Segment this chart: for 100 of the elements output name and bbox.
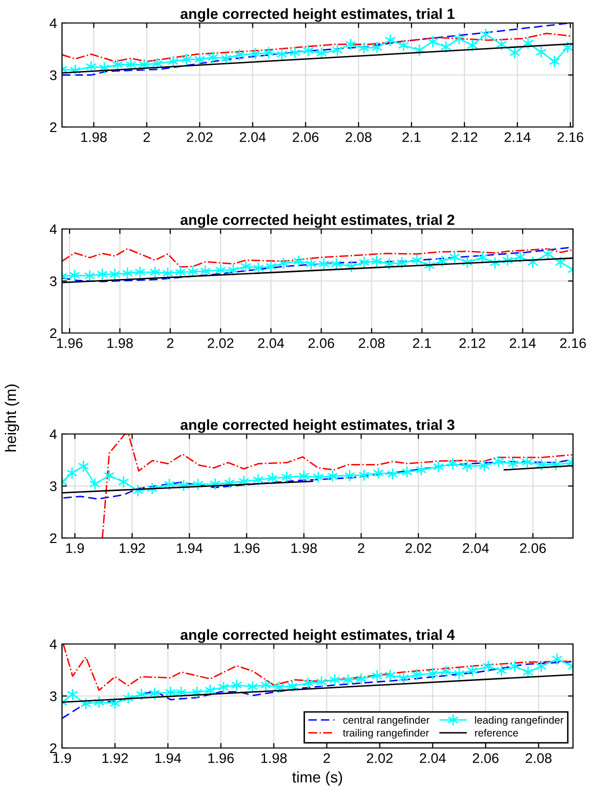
point (509, 660, 520, 673)
point (358, 42, 370, 54)
point (416, 464, 427, 476)
x-tick-label: 2.02 (406, 543, 432, 554)
point (384, 34, 396, 46)
point (454, 667, 465, 680)
point (265, 260, 276, 273)
point (293, 254, 304, 268)
point (384, 668, 396, 682)
point (302, 44, 314, 57)
x-tick-label: 2.06 (472, 753, 499, 764)
chart-title: angle corrected height estimates, trial 1 (180, 8, 454, 22)
y-tick-label: 4 (50, 18, 57, 28)
x-tick-label: 2.12 (452, 132, 478, 142)
point (536, 46, 547, 58)
point (109, 268, 120, 280)
chart-title: angle corrected height estimates, trial 2 (180, 214, 454, 228)
x-tick-label: 2.02 (366, 753, 393, 764)
point (344, 469, 356, 482)
chart-title: angle corrected height estimates, trial 4 (180, 629, 455, 643)
point (318, 258, 330, 270)
legend-label: leading rangefinder (475, 716, 564, 726)
x-tick-label: 2.08 (526, 753, 552, 764)
point (67, 688, 78, 701)
x-tick-label: 2.16 (558, 132, 584, 142)
point (387, 468, 398, 480)
point (358, 256, 370, 269)
x-tick-label: 1.98 (291, 543, 317, 554)
x-tick-label: 2 (144, 132, 150, 142)
legend-label: trailing rangefinder (342, 728, 429, 739)
x-tick-label: 1.9 (53, 753, 71, 764)
y-tick-label: 2 (50, 533, 56, 544)
x-tick-label: 2.06 (520, 543, 546, 554)
y-tick-label: 2 (50, 743, 56, 754)
point (466, 664, 478, 677)
x-tick-label: 1.98 (81, 132, 107, 142)
chart-title: angle corrected height estimates, trial 3 (180, 419, 454, 433)
x-tick-label: 2 (358, 543, 364, 553)
x-tick-label: 2.06 (292, 132, 318, 142)
point (96, 268, 108, 280)
y-tick-label: 4 (50, 224, 57, 234)
y-tick-label: 2 (50, 122, 56, 132)
point (522, 456, 533, 468)
point (372, 466, 384, 480)
x-tick-label: 2.08 (358, 338, 385, 348)
x-tick-label: 1.9 (66, 543, 84, 554)
legend-label: central rangefinder (343, 716, 430, 726)
x-tick-label: 2.14 (510, 338, 536, 348)
point (536, 660, 547, 673)
x-tick-label: 2.08 (346, 132, 372, 142)
point (150, 266, 161, 278)
point (440, 665, 452, 678)
x-tick-label: 1.96 (57, 338, 82, 348)
point (104, 469, 115, 482)
y-tick-label: 3 (50, 481, 57, 492)
x-tick-label: 2 (167, 338, 174, 348)
point (449, 250, 460, 264)
point (234, 48, 245, 61)
y-tick-label: 3 (50, 691, 57, 702)
y-tick-label: 4 (50, 639, 57, 650)
point (552, 652, 563, 666)
y-tick-label: 4 (50, 429, 57, 440)
x-tick-label: 1.98 (261, 753, 287, 764)
x-tick-label: 1.98 (107, 338, 133, 348)
x-tick-label: 2.04 (258, 338, 284, 348)
x-tick-label: 2.04 (462, 543, 489, 554)
x-tick-label: 1.94 (176, 543, 203, 554)
line-series (102, 434, 573, 538)
point (260, 678, 272, 692)
point (69, 269, 80, 282)
point (345, 38, 356, 51)
point (427, 35, 438, 48)
point (478, 459, 490, 472)
point (493, 455, 504, 468)
point (427, 667, 438, 680)
y-tick-label: 3 (50, 70, 57, 80)
point (462, 460, 473, 472)
x-tick-label: 2.06 (308, 338, 334, 348)
point (411, 668, 422, 681)
x-tick-label: 2.04 (420, 753, 446, 764)
point (180, 53, 192, 66)
point (371, 254, 382, 268)
x-axis-title: time (s) (292, 771, 342, 786)
y-axis-title: height (m) (4, 384, 20, 452)
x-tick-label: 2 (324, 753, 330, 763)
x-tick-label: 2.16 (560, 338, 586, 348)
point (194, 53, 206, 66)
point (329, 674, 340, 686)
y-tick-label: 2 (50, 328, 56, 338)
point (250, 47, 261, 60)
x-tick-label: 2.1 (413, 338, 431, 348)
x-tick-label: 1.92 (120, 543, 145, 554)
point (454, 32, 465, 45)
point (89, 478, 100, 490)
x-tick-label: 2.14 (504, 132, 531, 142)
x-tick-label: 1.92 (102, 753, 128, 764)
point (447, 457, 458, 470)
x-tick-label: 1.96 (208, 753, 234, 764)
x-tick-label: 2.04 (240, 132, 266, 142)
x-tick-label: 1.94 (155, 753, 182, 764)
